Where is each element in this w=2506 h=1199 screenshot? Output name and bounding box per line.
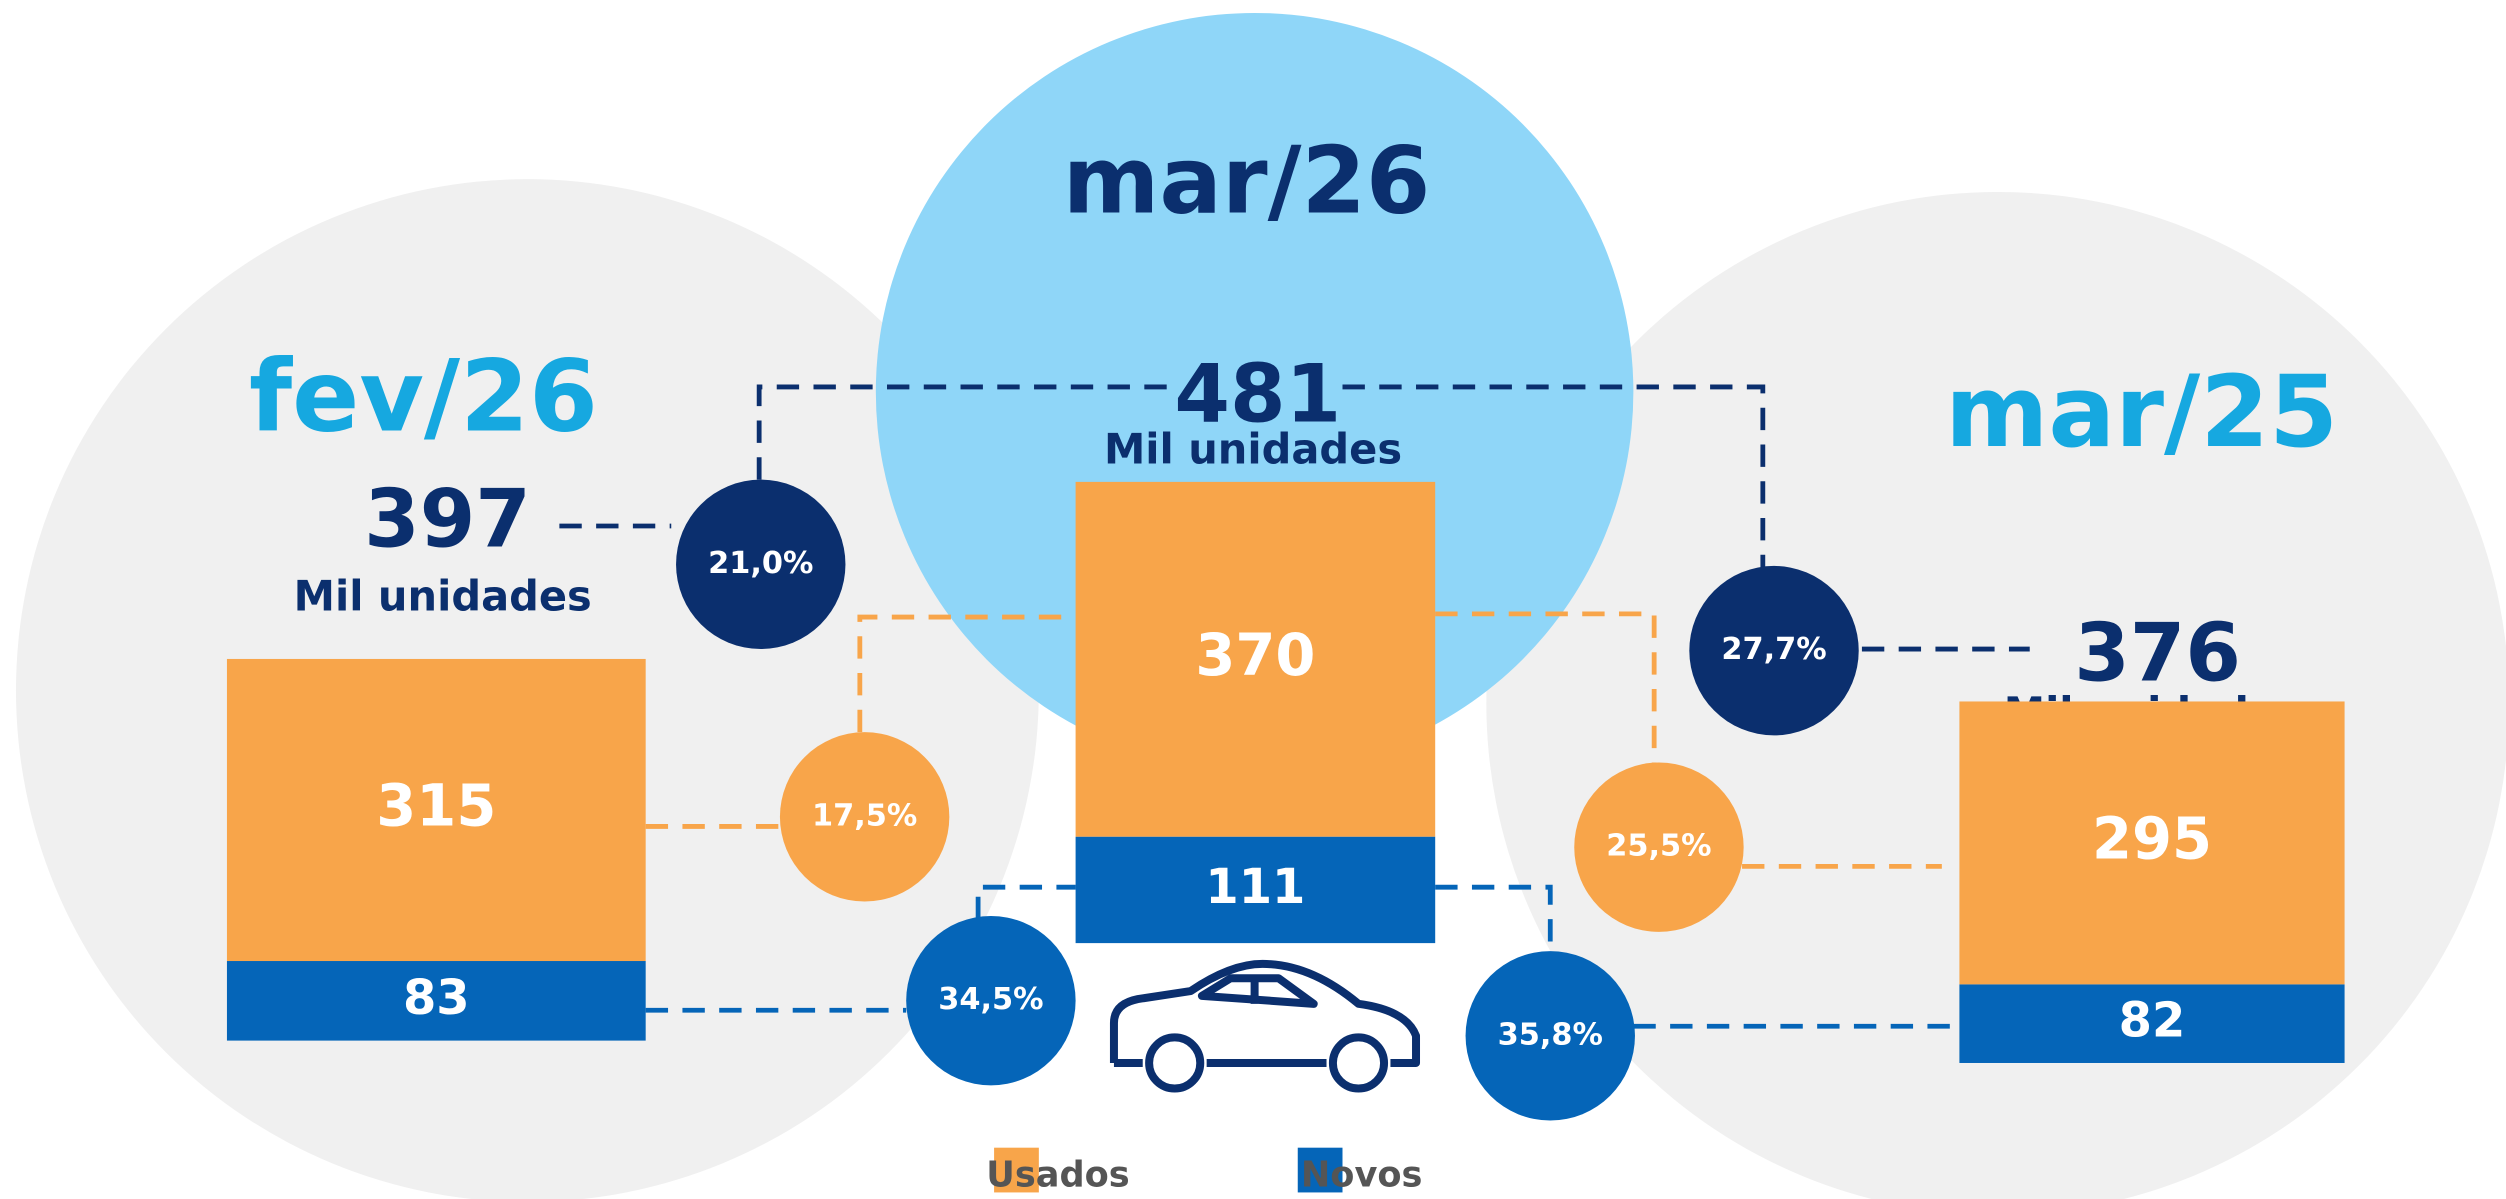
highlight-circle <box>875 12 1634 771</box>
car-icon <box>1109 959 1421 1093</box>
legend-label: Novos <box>1301 1154 1423 1195</box>
legend-swatch <box>1297 1147 1343 1193</box>
bar-value-label: 315 <box>376 773 496 840</box>
bar-segment <box>1075 836 1436 944</box>
bar-value-label: 370 <box>1195 622 1315 689</box>
bar-value-label: 83 <box>403 971 470 1026</box>
variation-label: 34,5% <box>938 982 1043 1017</box>
total-value: 376 <box>2074 607 2241 700</box>
total-value: 481 <box>1174 348 1341 441</box>
bar-value-label: 295 <box>2092 806 2212 873</box>
variation-circle <box>1574 762 1744 932</box>
bar-segment <box>226 658 646 962</box>
variation-label: 25,5% <box>1606 829 1711 864</box>
bar-segment <box>1075 481 1436 837</box>
variation-circle <box>1689 565 1859 736</box>
unit-label: Mil unidades <box>294 572 592 621</box>
period-label: fev/26 <box>249 339 598 454</box>
bar-value-label: 82 <box>2119 994 2186 1049</box>
variation-label: 35,8% <box>1498 1017 1603 1052</box>
bar-segment <box>1959 984 2345 1063</box>
connector <box>645 611 1942 869</box>
variation-label: 27,7% <box>1721 632 1826 667</box>
connectors <box>559 384 2030 1029</box>
variation-label: 17,5% <box>812 798 917 833</box>
legend-swatch <box>994 1147 1039 1193</box>
bar-segment <box>1959 701 2345 985</box>
variation-circle <box>676 479 846 650</box>
variation-label: 21,0% <box>708 546 813 581</box>
unit-label: Mil unidades <box>1104 424 1402 473</box>
period-label: mar/26 <box>1063 127 1431 235</box>
variation-circle <box>1465 951 1635 1121</box>
total-value: 397 <box>364 472 531 565</box>
connector <box>559 384 2030 652</box>
variation-circle <box>906 915 1076 1086</box>
period-label: mar/25 <box>1945 355 2338 470</box>
bar-value-label: 111 <box>1205 860 1305 915</box>
connector <box>645 884 1954 1029</box>
variation-circle <box>779 732 950 902</box>
legend-label: Usados <box>986 1154 1129 1195</box>
bar-segment <box>226 961 646 1041</box>
